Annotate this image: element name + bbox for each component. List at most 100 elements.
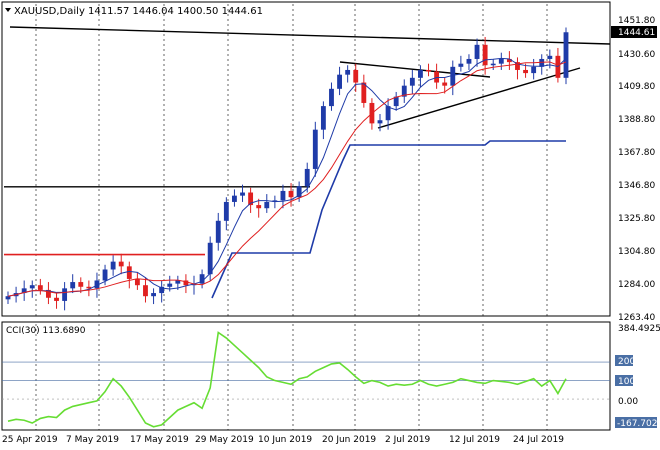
vertical-grid: [2, 4, 610, 430]
price-tick: 1367.80: [618, 148, 655, 158]
current-price-box: [611, 26, 657, 38]
cci-tick: 100: [618, 377, 635, 387]
candle-bull: [264, 201, 270, 209]
candle-bear: [353, 69, 359, 83]
ohlc-label: 1411.57 1446.04 1400.50 1444.61: [88, 6, 263, 17]
candle-bull: [21, 288, 27, 294]
cci-title: CCI(30) 113.6890: [6, 326, 86, 336]
candle-bull: [312, 129, 318, 169]
candle-bear: [506, 58, 512, 63]
price-tick: 1263.40: [618, 313, 655, 323]
ma-slow-line: [7, 61, 567, 297]
candle-bear: [515, 62, 520, 70]
candle-bear: [183, 280, 189, 286]
candle-bull: [151, 293, 156, 297]
candle-bull: [296, 186, 302, 198]
time-label: 25 Apr 2019: [2, 435, 58, 445]
time-label: 12 Jul 2019: [449, 435, 500, 445]
candle-bear: [143, 285, 148, 297]
candle-bear: [256, 205, 262, 209]
trendlines: [4, 26, 611, 299]
candle-bull: [280, 190, 286, 201]
candle-bull: [474, 44, 480, 59]
cci-line: [7, 331, 567, 428]
price-tick: 1430.60: [618, 50, 655, 60]
candle-bull: [377, 120, 383, 124]
time-label: 17 May 2019: [130, 435, 189, 445]
price-tick: 1388.80: [618, 115, 655, 125]
candle-bear: [482, 44, 488, 66]
candle-bull: [5, 296, 11, 300]
cci-tick: -167.702: [617, 419, 657, 429]
candle-bear: [134, 278, 140, 286]
candle-bull: [62, 288, 68, 301]
candle-bull: [563, 32, 569, 78]
price-axis: 1451.80 1430.60 1409.80 1388.80 1367.80 …: [611, 16, 657, 323]
cci-tick: 0.00: [618, 397, 638, 407]
candle-bull: [393, 96, 399, 107]
candle-bull: [199, 274, 205, 284]
candle-bull: [450, 66, 456, 86]
candle-bear: [523, 69, 528, 74]
downtrend-line: [9, 26, 611, 45]
price-tick: 1325.80: [618, 214, 655, 224]
cci-level-100-badge: [615, 375, 633, 386]
price-tick: 1346.80: [618, 181, 655, 191]
price-tick: 1451.80: [618, 16, 655, 26]
cci-axis: 384.4925 200 100 0.00 -167.702 CCI(30) 1…: [6, 324, 660, 429]
candle-bull: [29, 285, 35, 289]
candle-bear: [126, 266, 132, 279]
candle-bull: [110, 261, 116, 270]
candle-bear: [248, 192, 254, 206]
candle-bull: [94, 280, 100, 289]
candle-bull: [320, 106, 326, 130]
current-price-label: 1444.61: [618, 28, 655, 38]
cci-panel-frame: [1, 321, 611, 431]
ma-fast-line: [7, 57, 567, 297]
triangle-upper-line: [339, 61, 491, 78]
price-panel-frame: [1, 1, 611, 317]
candle-bull: [102, 269, 108, 281]
triangle-lower-line: [377, 67, 581, 129]
candle-bull: [547, 55, 553, 59]
candle-bull: [458, 63, 464, 67]
candle-bear: [361, 82, 367, 103]
candle-bull: [385, 106, 391, 121]
candle-bear: [426, 69, 431, 72]
moving-averages: [7, 57, 567, 297]
candle-bull: [167, 283, 173, 287]
candle-bull: [490, 63, 496, 66]
cci-tick: 200: [618, 357, 635, 367]
cci-level-200-badge: [615, 355, 633, 366]
candle-bull: [531, 66, 537, 74]
candle-bear: [78, 282, 84, 287]
candle-bull: [304, 168, 310, 187]
candle-bull: [223, 201, 229, 221]
symbol-label: XAUUSD,Daily: [14, 6, 85, 17]
time-label: 29 May 2019: [195, 435, 254, 445]
chart-title: XAUUSD,Daily 1411.57 1446.04 1400.50 144…: [5, 6, 263, 17]
candle-bull: [175, 280, 181, 284]
time-axis: 25 Apr 2019 7 May 2019 17 May 2019 29 Ma…: [2, 435, 564, 445]
price-tick: 1409.80: [618, 82, 655, 92]
candle-bull: [159, 286, 165, 294]
triangle-down-icon: [5, 8, 11, 12]
candle-bull: [466, 58, 472, 64]
price-tick: 1284.00: [618, 280, 655, 290]
candle-bull: [345, 69, 351, 75]
candle-bull: [418, 69, 423, 78]
candle-bear: [46, 289, 51, 298]
support-step-line: [211, 140, 566, 299]
cci-tick: 384.4925: [618, 324, 660, 334]
candle-bull: [498, 58, 504, 64]
candle-bull: [329, 88, 334, 107]
candle-bear: [442, 82, 448, 86]
candle-bull: [232, 195, 237, 202]
cci-min-badge: [615, 417, 657, 428]
candle-bear: [288, 190, 294, 198]
candle-bull: [215, 220, 221, 243]
candle-bear: [37, 285, 43, 290]
candle-bull: [539, 58, 545, 67]
